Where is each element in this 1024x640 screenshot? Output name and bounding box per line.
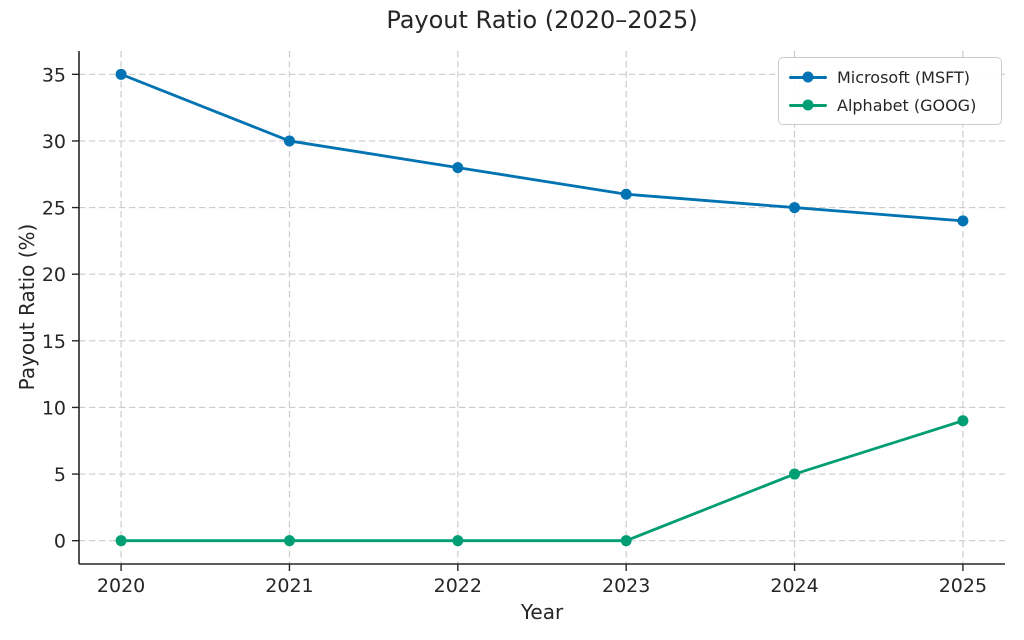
y-tick-label: 0 bbox=[54, 531, 66, 553]
data-point-goog-2024 bbox=[789, 468, 801, 480]
x-tick-label: 2025 bbox=[939, 575, 987, 597]
x-tick-label: 2020 bbox=[97, 575, 145, 597]
legend-label-goog: Alphabet (GOOG) bbox=[837, 95, 977, 115]
y-tick-label: 35 bbox=[42, 64, 66, 86]
data-point-goog-2025 bbox=[957, 415, 969, 427]
y-tick-label: 5 bbox=[54, 464, 66, 486]
y-tick-label: 30 bbox=[42, 131, 66, 153]
data-point-goog-2020 bbox=[115, 535, 127, 547]
legend-label-msft: Microsoft (MSFT) bbox=[837, 67, 971, 87]
x-tick-label: 2022 bbox=[434, 575, 482, 597]
y-tick-label: 25 bbox=[42, 198, 66, 220]
data-point-msft-2023 bbox=[620, 188, 632, 200]
y-tick-label: 20 bbox=[42, 264, 66, 286]
data-point-goog-2023 bbox=[620, 535, 632, 547]
y-tick-label: 15 bbox=[42, 331, 66, 353]
data-point-msft-2025 bbox=[957, 215, 969, 227]
data-point-msft-2020 bbox=[115, 68, 127, 80]
data-point-msft-2022 bbox=[452, 162, 464, 174]
series-line-goog bbox=[119, 419, 965, 543]
goog-marker-icon bbox=[802, 99, 814, 111]
x-axis-label: Year bbox=[520, 600, 564, 624]
x-tick-label: 2021 bbox=[265, 575, 313, 597]
data-point-msft-2024 bbox=[789, 202, 801, 214]
data-point-goog-2021 bbox=[283, 535, 295, 547]
goog-line-swatch bbox=[789, 99, 827, 111]
y-axis-label: Payout Ratio (%) bbox=[15, 223, 39, 391]
chart-title: Payout Ratio (2020–2025) bbox=[386, 6, 698, 34]
data-point-goog-2022 bbox=[452, 535, 464, 547]
x-tick-label: 2023 bbox=[602, 575, 650, 597]
legend: Microsoft (MSFT) Alphabet (GOOG) bbox=[778, 57, 1002, 125]
series-line-msft bbox=[119, 72, 965, 223]
msft-marker-icon bbox=[802, 71, 814, 83]
msft-line-swatch bbox=[789, 71, 827, 83]
data-point-msft-2021 bbox=[283, 135, 295, 147]
x-tick-label: 2024 bbox=[770, 575, 818, 597]
legend-item-goog: Alphabet (GOOG) bbox=[789, 94, 991, 116]
legend-item-msft: Microsoft (MSFT) bbox=[789, 66, 991, 88]
y-tick-label: 10 bbox=[42, 397, 66, 419]
